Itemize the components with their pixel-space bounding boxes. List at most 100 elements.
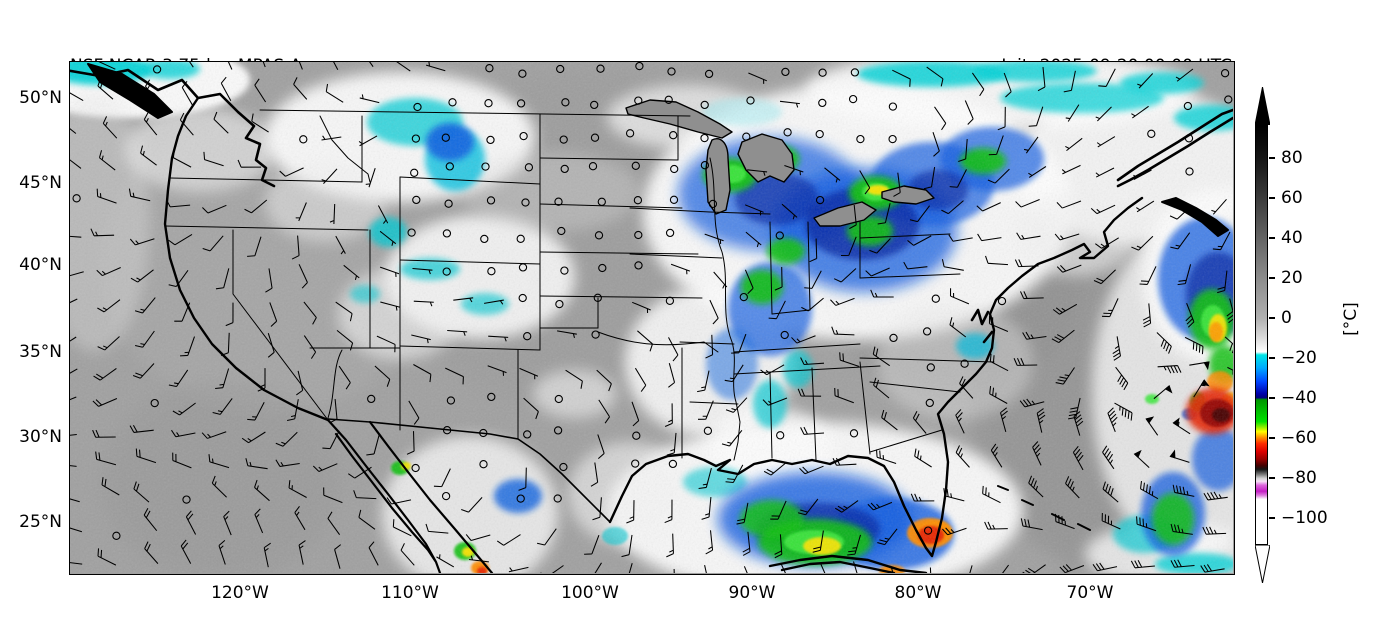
wind-barb	[358, 509, 376, 530]
wind-barb	[1140, 480, 1159, 500]
wind-barb	[1095, 237, 1119, 249]
wind-barb	[294, 506, 306, 531]
wind-barb	[254, 78, 267, 103]
calm-wind-circle	[299, 135, 308, 144]
colorbar-tick-label: −60	[1281, 428, 1317, 448]
geography-outlines	[70, 63, 1233, 573]
wind-barb	[368, 541, 379, 566]
wind-barb	[379, 230, 397, 246]
calm-wind-circle	[815, 195, 825, 205]
wind-barb	[988, 135, 1004, 156]
wind-barb	[1023, 136, 1039, 154]
wind-barb	[1200, 564, 1225, 573]
wind-barb	[254, 508, 264, 534]
calm-wind-circle	[594, 231, 604, 240]
colorbar-tick-label: −100	[1281, 508, 1328, 528]
wind-barb	[296, 370, 304, 396]
wind-barb	[172, 452, 192, 469]
calm-wind-circle	[1220, 69, 1230, 78]
wind-barb	[804, 270, 822, 289]
calm-wind-circle	[598, 263, 607, 273]
calm-wind-circle	[593, 293, 602, 302]
wind-barb	[279, 167, 304, 177]
wind-barb	[132, 363, 155, 379]
calm-wind-circle	[588, 162, 598, 171]
calm-wind-circle	[818, 68, 827, 77]
wind-barb	[179, 112, 194, 136]
wind-barb	[597, 434, 605, 459]
wind-barb	[1028, 475, 1044, 498]
calm-wind-circle	[487, 267, 496, 276]
colorbar-tick-mark	[1269, 317, 1275, 319]
wind-barb	[1056, 200, 1082, 209]
wind-barb	[275, 459, 300, 467]
wind-barb	[445, 367, 464, 385]
calm-wind-circle	[441, 133, 450, 142]
wind-barb	[361, 62, 374, 68]
wind-barb	[171, 429, 196, 438]
wind-barb	[329, 399, 338, 424]
wind-barb	[631, 401, 640, 427]
calm-wind-circle	[925, 398, 934, 408]
wind-barb	[1019, 291, 1044, 300]
wind-barb	[784, 165, 804, 176]
wind-barb	[265, 268, 273, 293]
wind-barb	[834, 387, 854, 404]
wind-barbs-layer	[70, 62, 1233, 573]
calm-wind-circle	[479, 460, 488, 469]
wind-barb	[1055, 367, 1075, 385]
wind-barb	[1065, 476, 1080, 499]
wind-barb	[592, 497, 602, 521]
wind-barb	[377, 205, 389, 224]
wind-barb	[851, 561, 860, 573]
calm-wind-circle	[631, 161, 640, 170]
cuba-coastline	[768, 554, 928, 573]
calm-wind-circle	[516, 234, 525, 243]
wind-barb	[1172, 484, 1195, 497]
calm-wind-circle	[518, 263, 528, 272]
wind-barb	[257, 62, 266, 68]
y-tick-label: 30°N	[19, 427, 62, 447]
wind-barb	[359, 94, 380, 104]
wind-barb	[465, 534, 491, 542]
wind-barb	[779, 100, 800, 108]
wind-barb	[70, 488, 80, 503]
wind-barb	[1101, 512, 1121, 530]
wind-barb	[977, 233, 1002, 242]
wind-barb	[664, 403, 673, 427]
wind-barb	[1193, 379, 1210, 398]
bahamas	[997, 485, 1091, 531]
wind-barb	[1203, 491, 1228, 501]
wind-barb	[128, 188, 151, 202]
wind-barb	[941, 200, 964, 215]
wind-barb	[433, 468, 451, 488]
calm-wind-circle	[625, 129, 635, 138]
wind-barb	[909, 205, 931, 223]
wind-barb	[704, 233, 724, 244]
wind-barb	[914, 448, 932, 468]
wind-barb	[406, 431, 415, 455]
wind-barb	[667, 568, 676, 573]
wind-barb	[213, 111, 229, 134]
colorbar-tick-label: −80	[1281, 468, 1317, 488]
colorbar-tick-label: −20	[1281, 348, 1317, 368]
wind-barb	[1170, 232, 1191, 250]
calm-wind-circle	[561, 98, 570, 107]
calm-wind-circle	[931, 294, 940, 303]
wind-barb	[96, 188, 117, 204]
wind-barb	[203, 151, 224, 167]
calm-wind-circle	[523, 332, 532, 341]
wind-barb	[892, 69, 911, 87]
wind-barb	[770, 500, 787, 520]
calm-wind-circle	[112, 531, 121, 540]
wind-barb	[1003, 72, 1012, 98]
wind-barb	[1170, 523, 1193, 535]
wind-barb	[411, 334, 431, 344]
wind-barb	[168, 369, 189, 388]
calm-wind-circle	[413, 102, 422, 112]
wind-barb	[873, 377, 890, 399]
west-coastline	[163, 96, 330, 422]
wind-barb	[70, 82, 84, 102]
wind-barb	[295, 202, 307, 222]
colorbar-gradient	[1255, 125, 1268, 545]
